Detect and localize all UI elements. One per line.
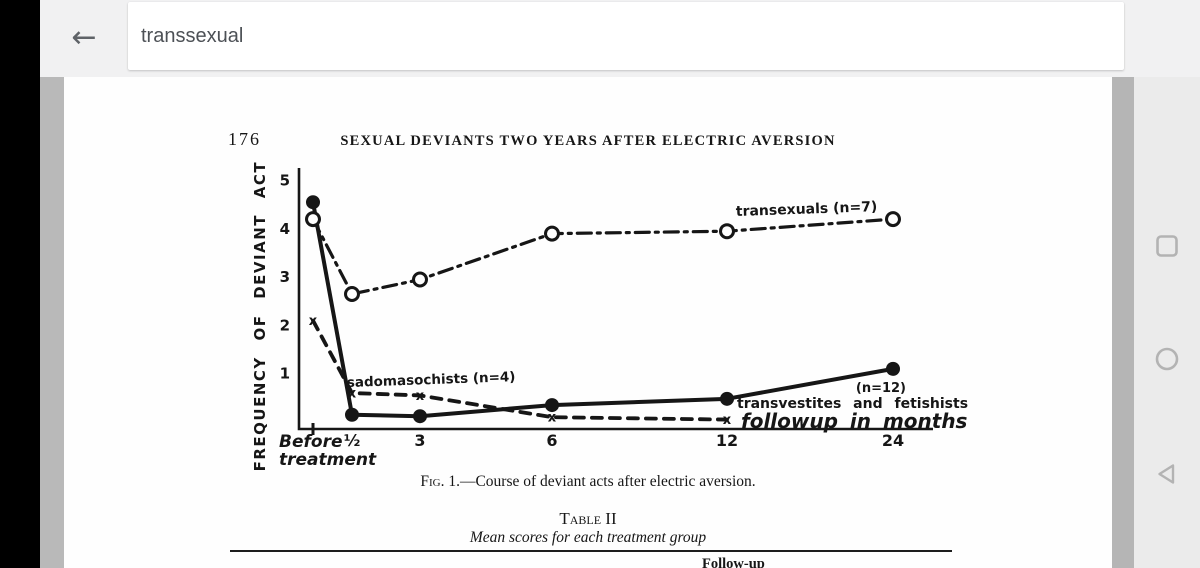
search-bar[interactable]: transsexual (128, 2, 1124, 70)
table-subtitle: Mean scores for each treatment group (469, 529, 707, 546)
svg-text:x: x (309, 314, 318, 329)
page-edge-left (40, 77, 64, 568)
recents-button-icon[interactable] (1155, 234, 1179, 258)
back-nav-button-icon[interactable] (1155, 462, 1179, 486)
browser-top-bar: ← transsexual (40, 0, 1200, 77)
page-number: 176 (228, 129, 261, 149)
svg-text:FREQUENCY OF DEVIANT ACTS: FREQUENCY OF DEVIANT ACTS (251, 160, 269, 470)
figure-caption: Fig. 1.—Course of deviant acts after ele… (64, 473, 1112, 491)
left-bezel-strip (0, 0, 40, 568)
android-nav-bar (1134, 77, 1200, 568)
home-button-icon[interactable] (1155, 347, 1179, 371)
svg-text:x: x (548, 411, 557, 426)
figure-caption-label: Fig. 1. (420, 473, 460, 490)
svg-text:½: ½ (344, 431, 361, 450)
table-column-header-followup: Follow-up (702, 556, 765, 568)
svg-text:12: 12 (716, 431, 738, 450)
svg-text:1: 1 (280, 365, 290, 383)
table-title: Table II (559, 509, 617, 528)
svg-text:x: x (416, 389, 425, 404)
svg-text:x: x (723, 413, 732, 428)
svg-text:Before: Before (279, 432, 342, 452)
svg-text:sadomasochists (n=4): sadomasochists (n=4) (347, 369, 516, 391)
svg-text:6: 6 (546, 431, 557, 450)
svg-text:4: 4 (280, 220, 290, 238)
svg-text:3: 3 (414, 431, 425, 450)
page-edge-right (1112, 77, 1134, 568)
svg-text:24: 24 (882, 431, 904, 450)
svg-text:(n=12): (n=12) (856, 381, 906, 396)
svg-text:x: x (348, 387, 357, 402)
svg-text:transvestites and fetishists: transvestites and fetishists (737, 396, 968, 412)
svg-text:5: 5 (280, 172, 290, 190)
svg-text:3: 3 (280, 268, 290, 286)
search-input[interactable]: transsexual (141, 25, 244, 47)
svg-text:treatment: treatment (279, 450, 377, 470)
table-top-rule (230, 550, 952, 552)
back-arrow-icon[interactable]: ← (71, 20, 97, 55)
svg-text:2: 2 (280, 316, 290, 334)
document-viewer: 176 SEXUAL DEVIANTS TWO YEARS AFTER ELEC… (40, 77, 1200, 568)
svg-text:followup in months: followup in months (741, 409, 968, 433)
svg-text:transexuals (n=7): transexuals (n=7) (736, 199, 878, 220)
scanned-page[interactable]: 176 SEXUAL DEVIANTS TWO YEARS AFTER ELEC… (64, 77, 1112, 568)
running-title: SEXUAL DEVIANTS TWO YEARS AFTER ELECTRIC… (340, 133, 836, 149)
figure-caption-text: —Course of deviant acts after electric a… (459, 473, 756, 490)
